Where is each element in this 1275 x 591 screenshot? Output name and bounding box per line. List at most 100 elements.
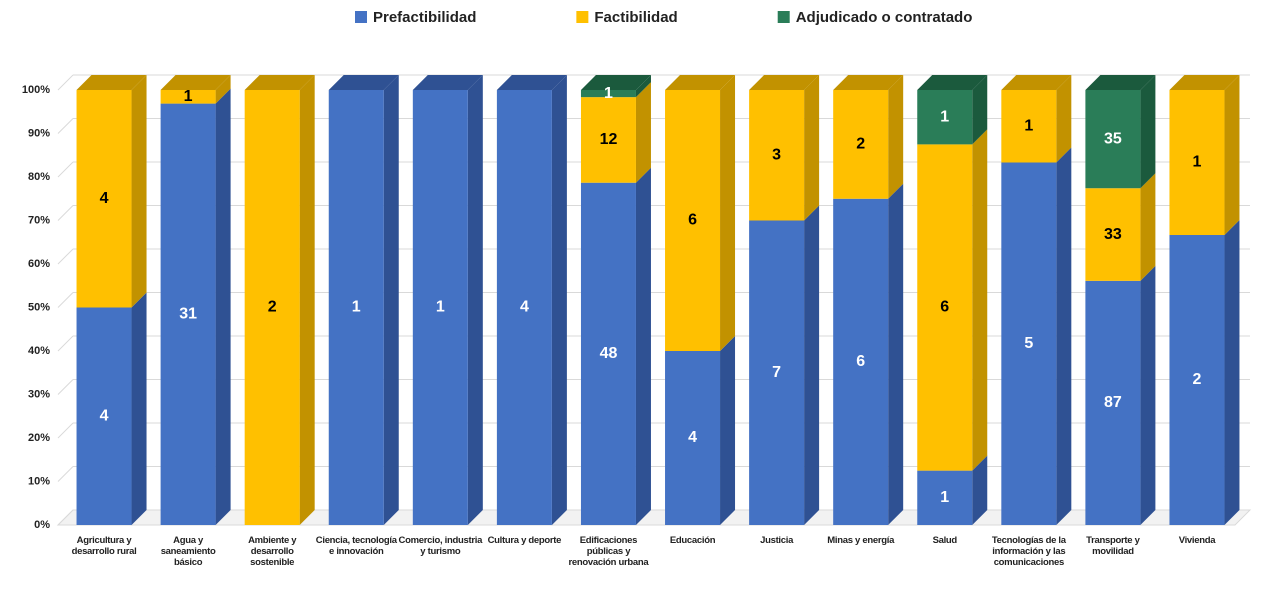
y-tick-label: 10% [28, 475, 50, 487]
x-tick-label: Educación [669, 535, 716, 546]
data-label: 1 [436, 299, 445, 316]
bar-front [328, 90, 384, 525]
bar-front [160, 90, 216, 104]
floor [56, 509, 1252, 526]
bar-front [917, 90, 973, 145]
bar [244, 75, 315, 525]
y-tick-label: 50% [28, 301, 50, 313]
data-label: 2 [1193, 371, 1202, 388]
bar-side [888, 75, 904, 199]
bar [580, 75, 651, 98]
bar-side [972, 455, 988, 525]
data-label: 1 [184, 88, 193, 105]
data-label: 4 [100, 190, 109, 207]
legend-swatch [355, 11, 367, 23]
bar [749, 205, 820, 525]
x-tick-label: Comercio, industria y turismo [398, 535, 483, 557]
bar [1085, 265, 1156, 525]
x-tick-label: Tecnologías de la información y las comu… [991, 535, 1066, 568]
bar-side [635, 167, 651, 525]
x-tick-label: Ciencia, tecnología e innovación [315, 535, 397, 557]
bar-side [1224, 75, 1240, 235]
y-tick-label: 40% [28, 345, 50, 357]
bar-side [1056, 147, 1072, 525]
data-label: 4 [100, 407, 109, 424]
data-label: 31 [179, 306, 197, 323]
bar-front [917, 144, 973, 471]
data-label: 6 [940, 299, 949, 316]
bar-top [833, 75, 904, 90]
bar-front [580, 97, 636, 183]
bar-side [804, 75, 820, 221]
data-label: 2 [856, 136, 865, 153]
bar [917, 455, 988, 525]
bar-side [299, 75, 315, 525]
bar-front [1085, 90, 1141, 189]
x-tick-label: Justicia [760, 535, 794, 546]
data-label: 5 [1024, 335, 1033, 352]
data-label: 2 [268, 299, 277, 316]
y-tick-label: 30% [28, 388, 50, 400]
bar-side [635, 82, 651, 183]
grid-line-depth [57, 466, 74, 482]
x-tick-label: Vivienda [1178, 535, 1216, 546]
bar-side [131, 292, 147, 525]
bar-top [1001, 75, 1072, 90]
bar-top [1169, 75, 1240, 90]
bar-top [412, 75, 483, 90]
bar [1001, 147, 1072, 525]
legend-label: Adjudicado o contratado [796, 9, 973, 26]
x-tick-label: Agricultura y desarrollo rural [71, 535, 137, 557]
bar-side [1056, 75, 1072, 163]
bar [917, 129, 988, 471]
data-label: 1 [940, 108, 949, 125]
legend-swatch [576, 11, 589, 23]
bar-top [244, 75, 315, 90]
bar [833, 183, 904, 525]
bar-top [328, 75, 399, 90]
bar [160, 88, 231, 525]
bar-side [804, 205, 820, 525]
bar-front [1001, 162, 1057, 525]
bar [328, 75, 399, 525]
bar [665, 336, 736, 525]
bar-top [1085, 75, 1156, 90]
bar [665, 75, 736, 351]
x-tick-label: Ambiente y desarrollo sostenible [248, 535, 297, 568]
x-tick-label: Transporte y movilidad [1086, 535, 1140, 557]
grid-line-depth [57, 205, 74, 221]
legend-label: Prefactibilidad [373, 9, 476, 26]
x-tick-label: Minas y energía [827, 535, 895, 546]
bar-front [76, 90, 132, 308]
bar-side [467, 75, 483, 525]
y-tick-label: 60% [28, 258, 50, 270]
bar [917, 75, 988, 145]
bar [1085, 75, 1156, 189]
data-label: 4 [520, 299, 529, 316]
bar-front [1085, 280, 1141, 525]
bar-side [972, 129, 988, 471]
y-tick-label: 70% [28, 214, 50, 226]
bar [580, 82, 651, 183]
y-tick-label: 0% [34, 519, 50, 531]
data-label: 3 [772, 146, 781, 163]
bar [496, 75, 567, 525]
bar-side [131, 75, 147, 308]
data-label: 1 [1193, 154, 1202, 171]
bar-top [160, 75, 231, 90]
bar [160, 75, 231, 104]
bar-side [383, 75, 399, 525]
bar-side [215, 75, 231, 104]
bar [1169, 220, 1240, 525]
bar-top [665, 75, 736, 90]
data-label: 1 [604, 85, 613, 102]
data-label: 1 [940, 489, 949, 506]
bar-side [720, 75, 736, 351]
bar-front [580, 182, 636, 525]
grid-line-depth [57, 118, 74, 134]
y-tick-label: 80% [28, 171, 50, 183]
bar-side [720, 336, 736, 525]
bar [833, 75, 904, 199]
